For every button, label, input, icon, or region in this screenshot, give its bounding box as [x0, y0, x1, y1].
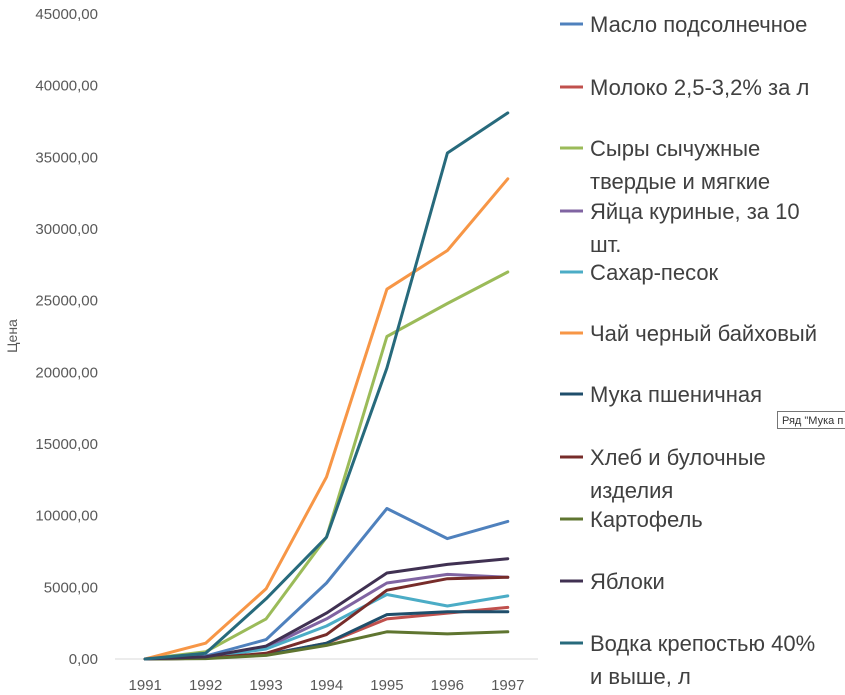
legend-entry-9[interactable]: Картофель — [560, 507, 703, 532]
legend-label: Мука пшеничная — [590, 382, 762, 407]
legend-entry-6[interactable]: Чай черный байховый — [560, 321, 817, 346]
series-line-5[interactable] — [143, 593, 510, 661]
x-tick-label: 1992 — [189, 677, 222, 694]
series-lines — [143, 111, 510, 661]
series-line-11[interactable] — [143, 111, 510, 661]
legend-label: Яблоки — [590, 569, 665, 594]
x-tick-label: 1997 — [491, 677, 524, 694]
legend-entry-8[interactable]: Хлеб и булочные изделия — [560, 445, 766, 503]
series-line-1[interactable] — [143, 507, 510, 661]
legend-label: и выше, л — [590, 664, 691, 689]
series-line-10[interactable] — [143, 557, 510, 661]
legend-label: Хлеб и булочные — [590, 445, 766, 470]
legend-label: изделия — [590, 478, 673, 503]
legend-entry-3[interactable]: Сыры сычужные твердые и мягкие — [560, 136, 770, 194]
series-tooltip: Ряд "Мука п — [777, 411, 845, 429]
legend-label: Чай черный байховый — [590, 321, 817, 346]
legend-label: Молоко 2,5-3,2% за л — [590, 75, 809, 100]
y-tick-label: 15000,00 — [35, 436, 98, 453]
series-line-3[interactable] — [143, 270, 510, 661]
y-tick-label: 30000,00 — [35, 221, 98, 238]
legend-entry-5[interactable]: Сахар-песок — [560, 260, 719, 285]
x-tick-label: 1993 — [249, 677, 282, 694]
y-tick-label: 0,00 — [69, 651, 98, 668]
y-tick-label: 35000,00 — [35, 149, 98, 166]
x-axis-ticks: 1991 1992 1993 1994 1995 1996 1997 — [129, 677, 525, 694]
legend-label: твердые и мягкие — [590, 169, 770, 194]
y-tick-label: 5000,00 — [44, 579, 98, 596]
legend-label: Картофель — [590, 507, 703, 532]
y-tick-label: 45000,00 — [35, 6, 98, 23]
y-tick-label: 10000,00 — [35, 508, 98, 525]
x-tick-label: 1991 — [129, 677, 162, 694]
x-tick-label: 1995 — [370, 677, 403, 694]
legend-label: Сахар-песок — [590, 260, 719, 285]
x-tick-label: 1994 — [310, 677, 343, 694]
x-tick-label: 1996 — [431, 677, 464, 694]
y-axis-label: Цена — [4, 319, 20, 353]
legend-label: Масло подсолнечное — [590, 12, 807, 37]
legend-label: Яйца куриные, за 10 — [590, 199, 800, 224]
legend-entry-7[interactable]: Мука пшеничная — [560, 382, 762, 407]
y-tick-label: 25000,00 — [35, 293, 98, 310]
legend-entry-4[interactable]: Яйца куриные, за 10 шт. — [560, 199, 800, 257]
legend-label: Сыры сычужные — [590, 136, 760, 161]
legend-entry-1[interactable]: Масло подсолнечное — [560, 12, 807, 37]
legend-entry-2[interactable]: Молоко 2,5-3,2% за л — [560, 75, 809, 100]
series-line-6[interactable] — [143, 177, 510, 661]
series-line-9[interactable] — [143, 630, 510, 661]
legend-entry-10[interactable]: Яблоки — [560, 569, 665, 594]
y-axis-ticks: 0,00 5000,00 10000,00 15000,00 20000,00 25000… — [35, 6, 98, 668]
y-tick-label: 40000,00 — [35, 78, 98, 95]
y-tick-label: 20000,00 — [35, 364, 98, 381]
legend[interactable]: Масло подсолнечное Молоко 2,5-3,2% за л Сы… — [560, 12, 817, 689]
legend-label: шт. — [590, 232, 621, 257]
legend-entry-11[interactable]: Водка крепостью 40% и выше, л — [560, 631, 815, 689]
legend-label: Водка крепостью 40% — [590, 631, 815, 656]
